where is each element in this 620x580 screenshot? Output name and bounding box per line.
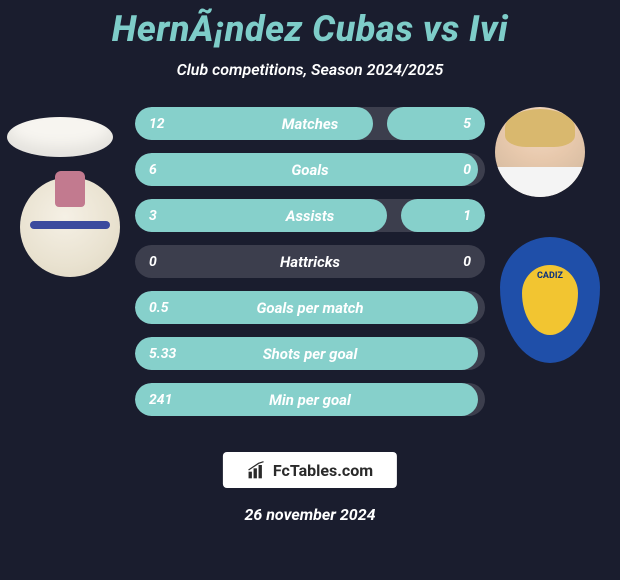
stat-rows: 12Matches56Goals03Assists10Hattricks00.5… [135,107,485,416]
stat-row: 5.33Shots per goal [135,337,485,370]
team2-logo: CADIZ [500,237,600,363]
stat-row: 0.5Goals per match [135,291,485,324]
page-subtitle: Club competitions, Season 2024/2025 [177,60,444,79]
stat-row: 6Goals0 [135,153,485,186]
team1-band-icon [30,221,110,229]
stat-value-right: 0 [463,162,471,178]
infographic-date: 26 november 2024 [0,505,620,524]
stat-row: 241Min per goal [135,383,485,416]
player1-avatar [7,117,113,157]
brand-badge: FcTables.com [223,452,397,488]
stat-label: Shots per goal [135,345,485,363]
stat-value-right: 0 [463,254,471,270]
brand-text: FcTables.com [273,461,373,480]
stat-label: Min per goal [135,391,485,409]
player2-hair-icon [505,109,575,147]
player2-shirt-icon [495,167,585,197]
player2-avatar [495,107,585,197]
team1-logo [20,177,120,277]
brand-chart-icon [247,460,267,480]
team2-label: CADIZ [500,271,600,281]
stat-label: Goals [135,161,485,179]
stat-label: Matches [135,115,485,133]
infographic-container: HernÃ¡ndez Cubas vs Ivi Club competition… [0,0,620,580]
stat-label: Hattricks [135,253,485,271]
main-area: CADIZ 12Matches56Goals03Assists10Hattric… [0,107,620,580]
stat-label: Assists [135,207,485,225]
stat-row: 3Assists1 [135,199,485,232]
stat-label: Goals per match [135,299,485,317]
stat-row: 0Hattricks0 [135,245,485,278]
stat-row: 12Matches5 [135,107,485,140]
team1-crest-icon [55,171,85,207]
stat-value-right: 5 [463,116,471,132]
stat-value-right: 1 [463,208,471,224]
page-title: HernÃ¡ndez Cubas vs Ivi [112,8,508,50]
